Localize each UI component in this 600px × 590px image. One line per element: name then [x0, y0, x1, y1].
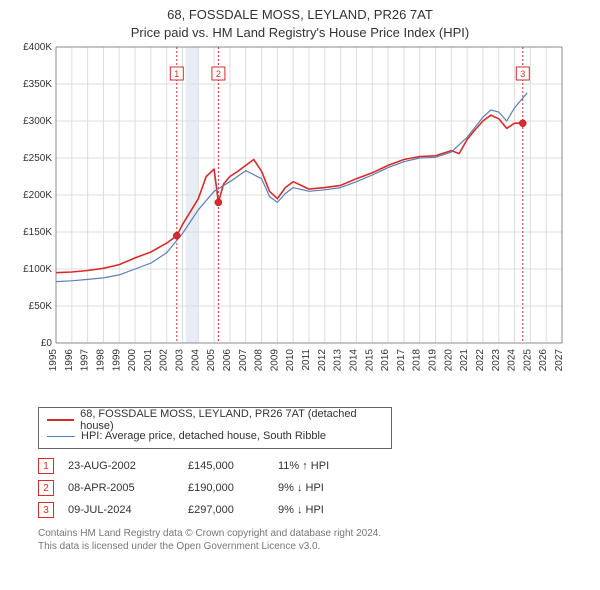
- svg-text:2003: 2003: [175, 349, 186, 372]
- sales-table: 1 23-AUG-2002 £145,000 11% ↑ HPI 2 08-AP…: [38, 455, 600, 521]
- sale-row: 3 09-JUL-2024 £297,000 9% ↓ HPI: [38, 499, 600, 521]
- svg-text:3: 3: [520, 69, 525, 79]
- legend-item-property: 68, FOSSDALE MOSS, LEYLAND, PR26 7AT (de…: [47, 412, 383, 428]
- svg-text:2016: 2016: [380, 349, 391, 372]
- svg-text:2015: 2015: [364, 349, 375, 372]
- svg-text:£350K: £350K: [23, 79, 52, 90]
- sale-delta: 9% ↓ HPI: [278, 504, 378, 516]
- footer-attribution: Contains HM Land Registry data © Crown c…: [38, 527, 588, 553]
- svg-text:1995: 1995: [48, 349, 59, 372]
- sale-date: 09-JUL-2024: [68, 504, 188, 516]
- chart-legend: 68, FOSSDALE MOSS, LEYLAND, PR26 7AT (de…: [38, 407, 392, 449]
- footer-line2: This data is licensed under the Open Gov…: [38, 540, 588, 553]
- sale-date: 08-APR-2005: [68, 482, 188, 494]
- svg-text:1996: 1996: [64, 349, 75, 372]
- svg-text:2000: 2000: [127, 349, 138, 372]
- svg-text:2007: 2007: [238, 349, 249, 372]
- svg-text:£200K: £200K: [23, 190, 52, 201]
- svg-text:£50K: £50K: [29, 301, 53, 312]
- svg-text:2008: 2008: [254, 349, 265, 372]
- svg-text:£250K: £250K: [23, 153, 52, 164]
- price-chart: 1 2 3 £0 £50K £100K £150K £200K £250K £300K £350K £…: [10, 41, 570, 401]
- sale-marker-icon: 1: [38, 458, 54, 474]
- svg-text:2001: 2001: [143, 349, 154, 372]
- chart-title-sub: Price paid vs. HM Land Registry's House …: [0, 24, 600, 42]
- svg-text:2023: 2023: [491, 349, 502, 372]
- svg-text:2018: 2018: [412, 349, 423, 372]
- svg-text:2012: 2012: [317, 349, 328, 372]
- svg-text:2010: 2010: [285, 349, 296, 372]
- legend-swatch-property: [47, 419, 74, 421]
- svg-text:1: 1: [174, 69, 179, 79]
- svg-text:2019: 2019: [428, 349, 439, 372]
- sale-row: 1 23-AUG-2002 £145,000 11% ↑ HPI: [38, 455, 600, 477]
- svg-text:£300K: £300K: [23, 116, 52, 127]
- svg-text:£150K: £150K: [23, 227, 52, 238]
- sale-price: £297,000: [188, 504, 278, 516]
- svg-text:2006: 2006: [222, 349, 233, 372]
- chart-title-block: 68, FOSSDALE MOSS, LEYLAND, PR26 7AT Pri…: [0, 0, 600, 41]
- svg-text:2014: 2014: [348, 349, 359, 372]
- sale-marker-icon: 3: [38, 502, 54, 518]
- svg-text:1997: 1997: [80, 349, 91, 372]
- svg-text:2026: 2026: [538, 349, 549, 372]
- legend-label-hpi: HPI: Average price, detached house, Sout…: [81, 430, 326, 442]
- sale-row: 2 08-APR-2005 £190,000 9% ↓ HPI: [38, 477, 600, 499]
- svg-text:£0: £0: [41, 338, 53, 349]
- sale-price: £145,000: [188, 460, 278, 472]
- sale-delta: 9% ↓ HPI: [278, 482, 378, 494]
- legend-label-property: 68, FOSSDALE MOSS, LEYLAND, PR26 7AT (de…: [80, 408, 383, 432]
- legend-swatch-hpi: [47, 436, 75, 437]
- svg-text:2005: 2005: [206, 349, 217, 372]
- svg-text:2024: 2024: [507, 349, 518, 372]
- svg-text:£400K: £400K: [23, 42, 52, 53]
- svg-text:2022: 2022: [475, 349, 486, 372]
- footer-line1: Contains HM Land Registry data © Crown c…: [38, 527, 588, 540]
- svg-text:2020: 2020: [443, 349, 454, 372]
- svg-text:£100K: £100K: [23, 264, 52, 275]
- svg-text:2002: 2002: [159, 349, 170, 372]
- svg-text:2017: 2017: [396, 349, 407, 372]
- svg-text:1999: 1999: [111, 349, 122, 372]
- chart-title-address: 68, FOSSDALE MOSS, LEYLAND, PR26 7AT: [0, 6, 600, 24]
- svg-text:2027: 2027: [554, 349, 565, 372]
- svg-text:2004: 2004: [190, 349, 201, 372]
- svg-text:1998: 1998: [95, 349, 106, 372]
- sale-delta: 11% ↑ HPI: [278, 460, 378, 472]
- svg-text:2: 2: [216, 69, 221, 79]
- sale-price: £190,000: [188, 482, 278, 494]
- svg-text:2021: 2021: [459, 349, 470, 372]
- svg-text:2025: 2025: [522, 349, 533, 372]
- chart-svg: 1 2 3 £0 £50K £100K £150K £200K £250K £300K £350K £…: [10, 41, 570, 401]
- svg-text:2013: 2013: [333, 349, 344, 372]
- svg-text:2009: 2009: [269, 349, 280, 372]
- sale-marker-icon: 2: [38, 480, 54, 496]
- sale-date: 23-AUG-2002: [68, 460, 188, 472]
- svg-text:2011: 2011: [301, 349, 312, 371]
